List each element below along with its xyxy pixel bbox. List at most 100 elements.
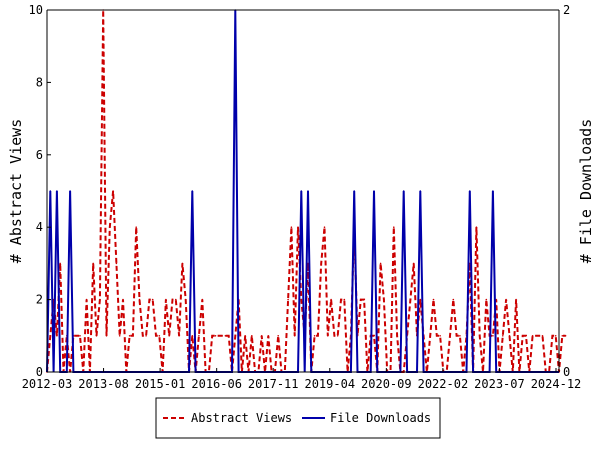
data-point-file-downloads [469,190,471,192]
x-tick-label: 2017-11 [248,377,299,391]
data-point-abstract-views [79,335,81,337]
data-point-abstract-views [191,335,194,337]
data-point-abstract-views [132,335,134,337]
data-point-abstract-views [455,335,458,337]
data-point-abstract-views [293,335,296,337]
data-point-abstract-views [211,335,213,337]
data-point-abstract-views [525,335,527,337]
data-point-abstract-views [333,335,336,337]
x-ticks: 2012-03 2013-08 2015-01 2016-06 2017-11 2019-… [22,368,582,391]
data-point-abstract-views [105,335,108,337]
data-point-abstract-views [297,226,299,228]
data-point-abstract-views [396,335,398,337]
data-point-file-downloads [191,190,194,192]
data-point-abstract-views [485,298,488,301]
data-point-abstract-views [115,262,118,265]
data-point-abstract-views [327,335,329,337]
data-point-abstract-views [393,226,395,228]
data-point-abstract-views [135,226,137,228]
data-point-abstract-views [109,226,111,228]
data-point-abstract-views [59,262,61,265]
left-y-ticks: 0 2 4 6 8 10 [29,3,51,379]
data-point-abstract-views [564,335,567,337]
data-point-abstract-views [436,335,438,337]
x-tick-label: 2016-06 [191,377,242,391]
data-point-abstract-views [343,298,346,301]
data-point-abstract-views [363,298,365,301]
left-y-tick-label: 0 [36,365,43,379]
data-point-abstract-views [267,335,270,337]
data-point-abstract-views [49,335,52,337]
data-point-abstract-views [151,298,154,301]
data-point-abstract-views [95,335,98,337]
data-point-abstract-views [300,298,303,301]
data-point-abstract-views [251,335,253,337]
data-point-file-downloads [373,190,375,192]
data-point-abstract-views [379,262,382,265]
legend-box [155,397,441,439]
data-point-file-downloads [307,190,309,192]
data-point-abstract-views [181,262,184,265]
data-point-abstract-views [201,298,204,301]
data-point-abstract-views [214,335,217,337]
data-point-abstract-views [148,298,151,301]
data-point-abstract-views [145,335,147,337]
left-y-tick-label: 6 [36,148,43,162]
data-point-abstract-views [118,335,121,337]
left-y-tick-label: 4 [36,220,43,234]
data-point-abstract-views [452,298,455,301]
data-point-abstract-views [218,335,220,337]
data-point-abstract-views [56,335,58,337]
data-point-abstract-views [449,335,451,337]
left-y-tick-label: 10 [29,3,43,17]
data-point-abstract-views [439,335,441,337]
data-point-abstract-views [313,335,316,337]
data-point-abstract-views [317,335,319,337]
data-point-abstract-views [531,335,534,337]
data-point-abstract-views [198,335,200,337]
legend-label-file-downloads: File Downloads [330,411,431,425]
data-point-abstract-views [521,335,524,337]
x-tick-label: 2012-03 [22,377,73,391]
data-point-abstract-views [175,298,177,301]
left-y-tick-label: 8 [36,75,43,89]
data-point-abstract-views [508,335,511,337]
x-tick-label: 2013-08 [78,377,129,391]
data-point-abstract-views [171,298,174,301]
data-point-abstract-views [168,335,170,337]
x-tick-label: 2023-07 [474,377,525,391]
data-point-abstract-views [142,335,144,337]
data-point-abstract-views [475,226,478,228]
data-point-abstract-views [492,335,494,337]
data-point-abstract-views [287,298,289,301]
data-point-file-downloads [56,190,58,192]
data-point-abstract-views [412,262,415,265]
legend-label-abstract-views: Abstract Views [191,411,292,425]
left-y-tick-label: 2 [36,293,43,307]
data-point-abstract-views [112,190,114,192]
legend: Abstract Views File Downloads [155,397,441,439]
data-point-abstract-views [535,335,537,337]
data-point-abstract-views [478,335,481,337]
data-point-abstract-views [409,298,412,301]
data-point-abstract-views [538,335,540,337]
data-point-abstract-views [165,298,167,301]
x-tick-label: 2015-01 [135,377,186,391]
data-point-abstract-views [155,335,157,337]
data-point-abstract-views [419,298,422,301]
data-point-abstract-views [360,298,362,301]
data-point-abstract-views [128,335,131,337]
data-point-abstract-views [260,335,263,337]
data-point-file-downloads [353,190,356,192]
data-point-abstract-views [515,298,517,301]
x-tick-label: 2024-12 [531,377,582,391]
data-point-abstract-views [330,298,332,301]
data-point-abstract-views [227,335,230,337]
data-point-abstract-views [373,335,375,337]
data-point-file-downloads [69,190,71,192]
data-point-abstract-views [85,298,88,301]
data-point-abstract-views [99,298,101,301]
data-point-abstract-views [541,335,544,337]
right-y-tick-label: 0 [563,365,570,379]
